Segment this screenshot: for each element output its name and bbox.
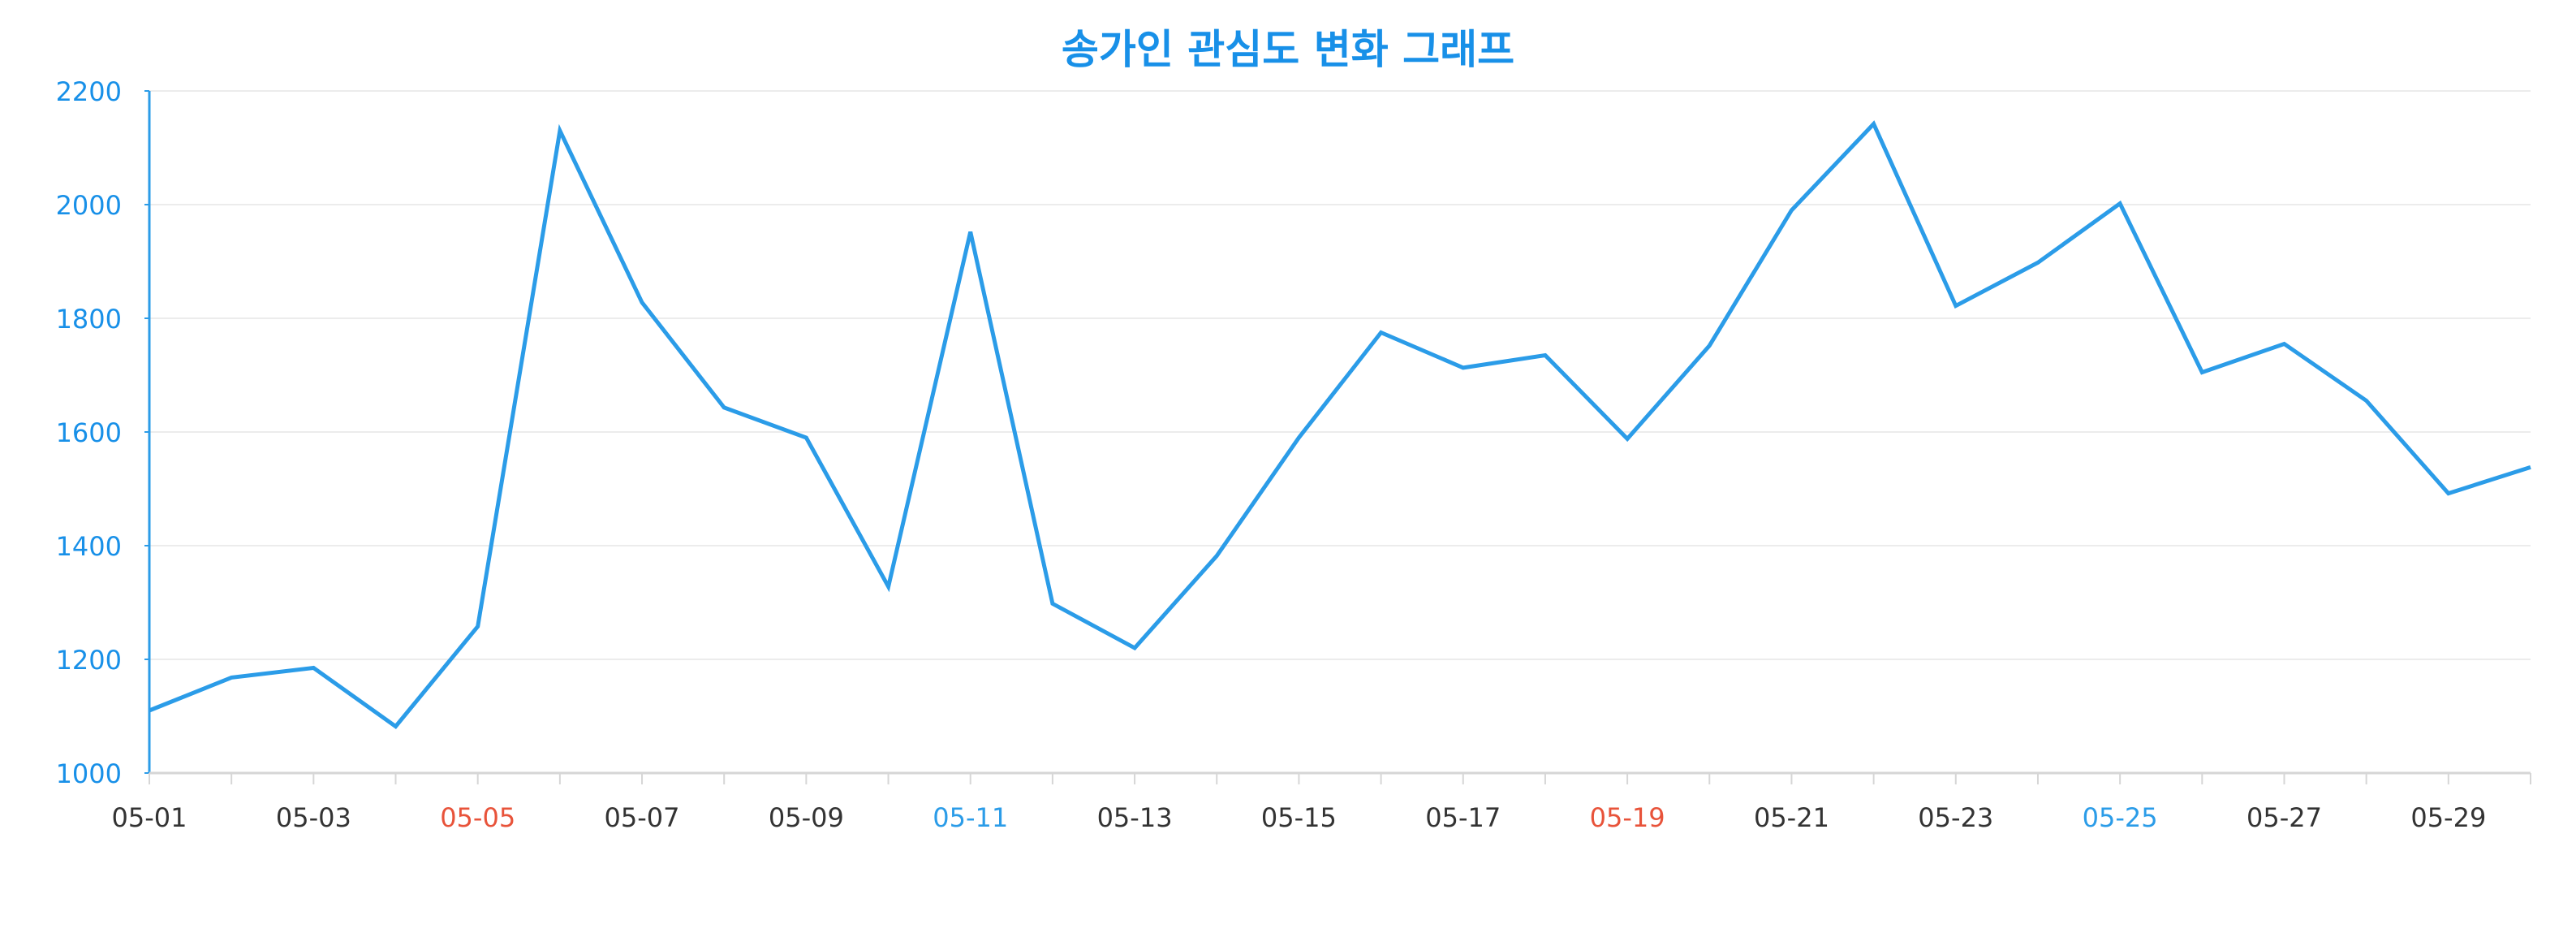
grid-lines	[149, 90, 2531, 660]
x-tick-label-05-01: 05-01	[112, 802, 187, 833]
data-point-05-18	[1543, 353, 1548, 358]
x-tick-label-05-25: 05-25	[2083, 802, 2158, 833]
data-point-05-16	[1379, 330, 1384, 335]
data-point-05-08	[722, 405, 726, 410]
data-point-05-12	[1050, 601, 1055, 606]
data-point-05-22	[1872, 122, 1876, 127]
data-point-05-17	[1461, 365, 1466, 370]
series-layer	[147, 120, 2533, 729]
data-point-05-06	[558, 128, 562, 133]
data-point-05-03	[311, 666, 316, 671]
x-tick-label-05-19: 05-19	[1590, 802, 1665, 833]
x-tick-label-05-15: 05-15	[1261, 802, 1337, 833]
data-point-05-28	[2364, 399, 2369, 404]
data-point-05-27	[2281, 342, 2286, 347]
data-point-05-23	[1954, 304, 1958, 309]
x-tick-label-05-09: 05-09	[769, 802, 844, 833]
data-point-05-10	[886, 584, 891, 589]
chart-title: 송가인 관심도 변화 그래프	[1062, 26, 1514, 73]
y-tick-label-1200: 1200	[56, 645, 122, 676]
x-tick-label-05-07: 05-07	[605, 802, 680, 833]
y-tick-label-2000: 2000	[56, 190, 122, 221]
axes	[144, 90, 2531, 784]
data-point-05-15	[1296, 435, 1301, 440]
data-point-05-21	[1789, 208, 1794, 213]
x-tick-label-05-03: 05-03	[276, 802, 351, 833]
data-point-05-07	[640, 300, 644, 305]
data-point-05-19	[1625, 436, 1630, 441]
y-tick-label-1800: 1800	[56, 304, 122, 335]
x-tick-label-05-23: 05-23	[1918, 802, 1993, 833]
data-point-05-09	[803, 435, 808, 440]
data-point-05-24	[2035, 260, 2040, 265]
data-point-05-01	[147, 708, 152, 713]
data-point-05-05	[476, 624, 480, 628]
x-tick-label-05-27: 05-27	[2246, 802, 2322, 833]
y-tick-label-1000: 1000	[56, 758, 122, 789]
y-tick-label-2200: 2200	[56, 76, 122, 107]
x-axis-tick-labels: 05-01 05-03 05-05 05-07 05-09 05-11 05-13 05-15…	[112, 802, 2487, 833]
x-tick-label-05-17: 05-17	[1425, 802, 1501, 833]
data-point-05-11	[968, 230, 973, 235]
y-axis-tick-labels: 1000 1200 1400 1600 1800 2000 2200	[56, 76, 122, 789]
data-point-05-25	[2117, 201, 2122, 206]
data-point-05-20	[1707, 343, 1712, 348]
data-point-05-29	[2446, 491, 2451, 496]
series-line-0	[149, 120, 2531, 729]
x-tick-label-05-13: 05-13	[1097, 802, 1173, 833]
data-point-05-14	[1214, 554, 1219, 559]
x-tick-label-05-11: 05-11	[933, 802, 1008, 833]
y-tick-label-1600: 1600	[56, 417, 122, 448]
x-tick-label-05-29: 05-29	[2410, 802, 2486, 833]
x-tick-label-05-05: 05-05	[440, 802, 515, 833]
y-tick-label-1400: 1400	[56, 531, 122, 562]
data-point-05-26	[2199, 370, 2204, 375]
data-point-05-13	[1132, 646, 1137, 650]
data-point-05-04	[394, 724, 398, 729]
data-point-05-02	[229, 675, 234, 680]
x-tick-label-05-21: 05-21	[1754, 802, 1829, 833]
data-point-05-30	[2528, 464, 2533, 469]
